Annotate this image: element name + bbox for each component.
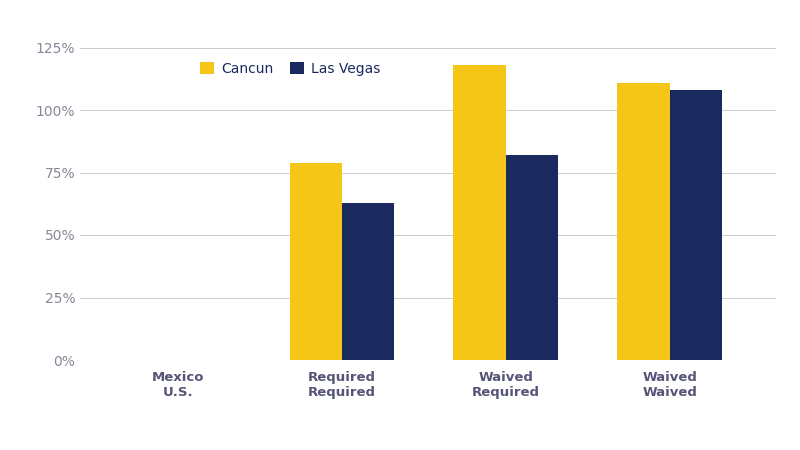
Bar	[454, 65, 506, 360]
Bar	[670, 90, 722, 360]
Bar	[342, 202, 394, 360]
Bar	[617, 82, 670, 360]
Legend: Cancun, Las Vegas: Cancun, Las Vegas	[195, 56, 386, 81]
Bar	[290, 162, 342, 360]
Bar	[506, 155, 558, 360]
